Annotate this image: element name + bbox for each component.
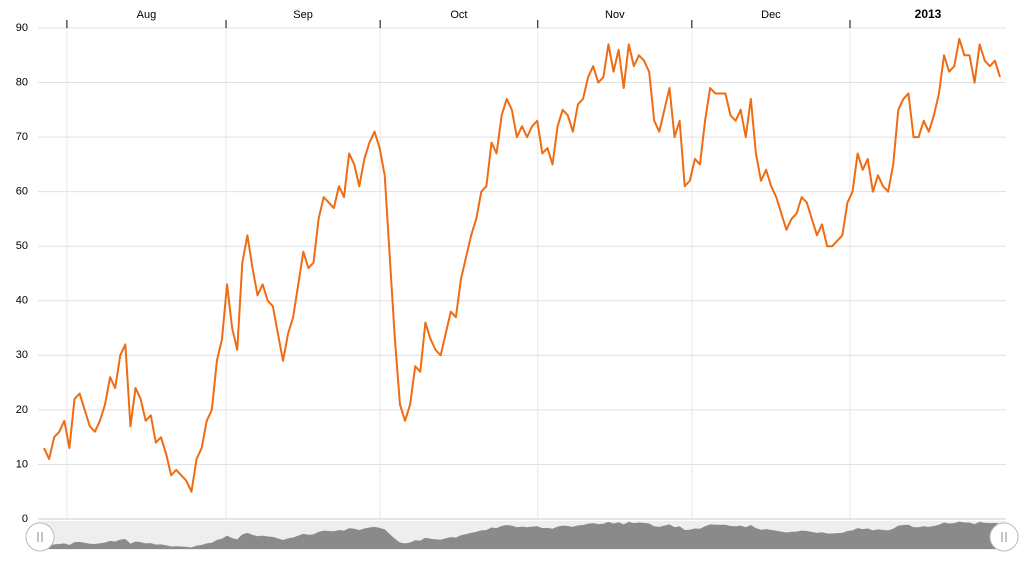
y-tick-label: 50 (16, 240, 28, 252)
y-tick-label: 60 (16, 186, 28, 198)
x-tick-label: Aug (137, 9, 157, 21)
scrollbar-preview (44, 521, 1000, 549)
y-tick-label: 0 (22, 513, 28, 525)
y-tick-label: 90 (16, 22, 28, 34)
x-tick-label: Oct (450, 9, 467, 21)
x-tick-label: Dec (761, 9, 781, 21)
x-tick-label: 2013 (915, 7, 942, 21)
y-tick-label: 20 (16, 404, 28, 416)
y-tick-label: 30 (16, 349, 28, 361)
x-tick-label: Sep (293, 9, 313, 21)
y-tick-label: 40 (16, 295, 28, 307)
line (43, 37, 1001, 493)
scrollbar-handle[interactable] (989, 522, 1019, 552)
scrollbar-handle[interactable] (25, 522, 55, 552)
y-tick-label: 70 (16, 131, 28, 143)
x-tick-label: Nov (605, 9, 625, 21)
y-tick-label: 10 (16, 458, 28, 470)
y-tick-label: 80 (16, 76, 28, 88)
